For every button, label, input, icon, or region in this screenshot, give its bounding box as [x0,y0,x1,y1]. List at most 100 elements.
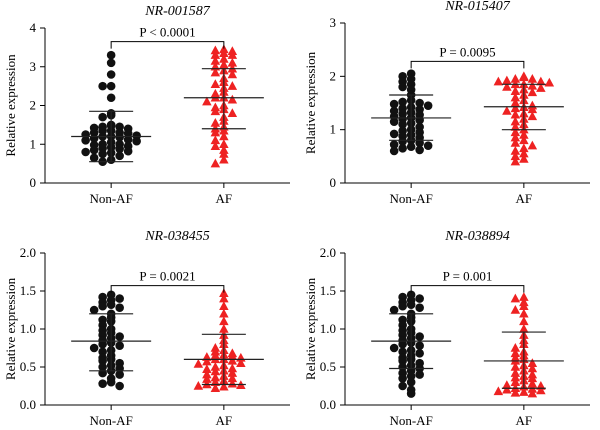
y-axis-label: Relative expression [3,277,18,380]
data-point-af [527,74,538,83]
y-axis-label: Relative expression [3,54,18,157]
data-point-af [236,358,246,367]
data-point-af [519,387,529,396]
data-point-af [510,368,521,377]
y-tick-label: 1.5 [320,283,336,298]
data-point-af [219,148,229,158]
data-point-non-af [389,343,399,353]
x-tick-label: AF [216,191,233,206]
data-point-non-af [115,332,124,341]
data-point-non-af [106,70,116,79]
data-point-af [527,378,538,388]
data-point-af [210,135,221,145]
data-point-non-af [115,132,124,142]
data-point-af [210,92,221,102]
data-point-af [210,127,221,137]
data-point-af [510,98,521,107]
y-tick-label: 0.5 [20,359,36,374]
data-point-non-af [89,153,99,163]
data-point-af [510,79,521,89]
data-point-non-af [115,294,124,303]
data-point-af [210,55,221,65]
data-point-non-af [389,146,399,156]
data-point-af [219,301,229,310]
data-point-af [527,373,538,383]
data-point-af [227,363,238,373]
data-point-af [544,77,555,87]
x-tick-label: AF [516,413,533,428]
data-point-af [227,69,238,79]
data-point-af [510,132,521,142]
data-point-af [536,385,546,395]
data-point-af [202,369,212,379]
data-point-af [510,103,521,113]
data-point-af [510,348,521,358]
data-point-af [519,72,529,82]
data-point-non-af [81,136,90,145]
panel-2: 0 1 2 3 Non-AF AF Relative expression NR-015407… [303,0,590,206]
y-tick-label: 3 [330,15,337,30]
data-point-af [202,352,212,361]
data-point-af [510,138,521,147]
data-point-af [227,355,238,365]
data-point-af [227,368,238,377]
data-point-af [510,362,521,371]
data-point-af [510,383,521,393]
data-point-af [210,45,221,55]
data-point-af [227,57,238,67]
data-point-non-af [98,112,107,122]
data-point-non-af [132,136,141,146]
data-point-af [519,143,529,153]
data-point-non-af [406,389,416,398]
y-tick-label: 1 [30,136,37,151]
data-point-af [210,383,221,393]
data-point-af [219,139,229,148]
data-point-non-af [398,374,407,383]
x-tick-label: Non-AF [89,191,132,206]
data-point-non-af [89,343,99,353]
data-point-non-af [98,368,107,378]
x-tick-label: Non-AF [389,413,432,428]
data-point-af [202,96,212,106]
x-tick-label: AF [216,413,233,428]
data-point-non-af [115,341,124,351]
data-point-non-af [89,305,99,315]
chart-title: NR-038894 [444,229,510,244]
data-point-non-af [398,356,407,366]
data-point-af [219,293,229,303]
data-point-non-af [389,99,399,109]
y-tick-label: 0.5 [320,359,336,374]
data-point-af [519,135,529,145]
data-point-non-af [415,98,424,108]
p-value-label: P = 0.0095 [439,44,495,59]
data-point-non-af [98,149,107,159]
data-point-non-af [106,300,116,309]
y-tick-label: 0 [30,175,37,190]
y-tick-label: 0.0 [320,397,336,412]
data-point-non-af [398,120,407,129]
data-point-af [527,104,538,114]
y-tick-label: 2 [330,68,337,83]
data-point-af [219,59,229,69]
data-point-non-af [389,305,399,315]
data-point-non-af [106,58,116,68]
data-point-non-af [98,347,107,357]
data-point-af [219,54,229,63]
data-point-af [227,378,238,388]
data-point-non-af [398,301,407,311]
data-point-non-af [98,356,107,366]
data-point-non-af [106,93,116,103]
data-point-non-af [98,379,107,389]
data-point-non-af [415,370,424,379]
data-point-non-af [115,370,124,379]
data-point-af [193,381,204,390]
data-point-non-af [415,303,424,313]
data-point-non-af [389,129,399,139]
data-point-af [193,358,204,368]
data-point-af [210,67,221,77]
data-point-af [210,79,221,88]
data-point-non-af [123,135,133,144]
data-point-af [510,387,521,397]
data-point-non-af [415,332,424,341]
